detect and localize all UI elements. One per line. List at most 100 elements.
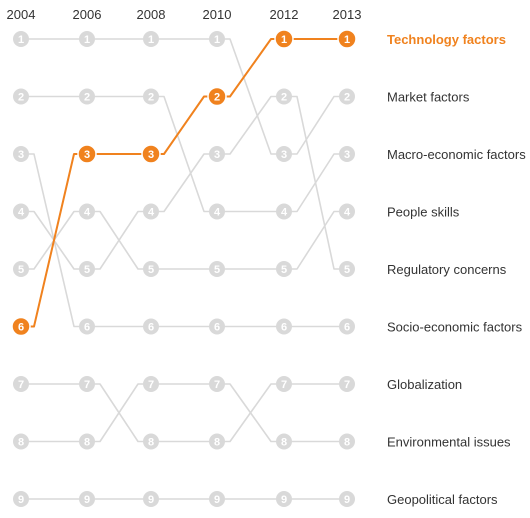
rank-marker-label: 5 — [214, 264, 220, 276]
rank-marker-label: 3 — [281, 149, 287, 161]
rank-marker-market-factors-2010: 1 — [209, 31, 225, 47]
rank-marker-socio-economic-factors-2013: 6 — [339, 318, 355, 335]
rank-marker-technology-factors-2012: 1 — [274, 29, 294, 49]
rank-marker-globalization-2010: 8 — [209, 433, 225, 450]
rank-marker-label: 3 — [18, 149, 24, 161]
rank-marker-circle — [339, 491, 355, 507]
rank-marker-socio-economic-factors-2012: 6 — [276, 318, 292, 335]
rank-marker-regulatory-concerns-2010: 3 — [209, 146, 225, 162]
rank-marker-label: 7 — [214, 379, 220, 391]
rank-marker-label: 1 — [148, 34, 154, 46]
year-label-2010: 2010 — [203, 7, 232, 22]
rank-marker-circle — [79, 31, 95, 47]
rank-marker-label: 2 — [148, 92, 154, 104]
rank-marker-circle — [143, 433, 159, 450]
rank-marker-label: 1 — [84, 34, 90, 46]
rank-marker-circle — [11, 316, 31, 337]
rank-marker-label: 7 — [344, 379, 350, 391]
rank-marker-label: 8 — [344, 437, 350, 449]
rank-marker-label: 8 — [281, 437, 287, 449]
rank-marker-label: 7 — [148, 379, 154, 391]
rank-marker-technology-factors-2006: 3 — [77, 144, 97, 164]
rank-marker-label: 9 — [281, 494, 287, 506]
rank-marker-circle — [339, 433, 355, 450]
rank-marker-environmental-issues-2010: 7 — [209, 376, 225, 392]
rank-marker-label: 2 — [281, 92, 287, 104]
series-line-people-skills — [21, 210, 347, 270]
rank-marker-geopolitical-factors-2012: 9 — [276, 491, 292, 507]
rank-marker-label: 4 — [214, 207, 221, 219]
series-line-socio-economic-factors — [21, 153, 347, 328]
rank-marker-globalization-2006: 7 — [79, 376, 95, 392]
rank-marker-circle — [79, 88, 95, 105]
rank-marker-environmental-issues-2006: 8 — [79, 433, 95, 450]
rank-marker-label: 3 — [214, 149, 220, 161]
rank-marker-circle — [79, 261, 95, 277]
rank-marker-technology-factors-2008: 3 — [141, 144, 161, 164]
rank-marker-label: 6 — [148, 322, 154, 334]
rank-marker-circle — [209, 146, 225, 162]
rank-marker-environmental-issues-2013: 8 — [339, 433, 355, 450]
rank-marker-label: 4 — [84, 207, 91, 219]
rank-marker-market-factors-2012: 3 — [276, 146, 292, 162]
rank-marker-circle — [143, 376, 159, 392]
factor-label-regulatory-concerns: Regulatory concerns — [387, 262, 507, 277]
rank-marker-macro-economic-factors-2008: 2 — [143, 88, 159, 105]
rank-marker-environmental-issues-2008: 7 — [143, 376, 159, 392]
series-line-market-factors — [21, 38, 347, 155]
rank-marker-circle — [209, 203, 225, 220]
rank-marker-label: 4 — [344, 207, 351, 219]
factor-label-geopolitical-factors: Geopolitical factors — [387, 492, 498, 507]
rank-marker-label: 2 — [84, 92, 90, 104]
rank-marker-label: 7 — [18, 379, 24, 391]
rank-marker-circle — [13, 433, 29, 450]
rank-marker-market-factors-2004: 1 — [13, 31, 29, 47]
rank-marker-circle — [13, 376, 29, 392]
rank-marker-circle — [339, 376, 355, 392]
rank-marker-label: 1 — [344, 34, 350, 46]
rank-marker-label: 7 — [281, 379, 287, 391]
rank-marker-regulatory-concerns-2013: 5 — [339, 261, 355, 277]
rank-marker-label: 9 — [18, 494, 24, 506]
rank-marker-circle — [339, 146, 355, 162]
rank-marker-label: 5 — [281, 264, 287, 276]
rank-marker-technology-factors-2010: 2 — [207, 86, 227, 107]
rank-marker-label: 9 — [344, 494, 350, 506]
rank-marker-label: 6 — [18, 322, 24, 334]
rank-marker-circle — [276, 203, 292, 220]
factor-label-environmental-issues: Environmental issues — [387, 435, 511, 450]
rank-marker-regulatory-concerns-2006: 5 — [79, 261, 95, 277]
rank-marker-label: 4 — [148, 207, 155, 219]
rank-marker-circle — [13, 88, 29, 105]
rank-marker-circle — [79, 203, 95, 220]
rank-marker-circle — [13, 261, 29, 277]
rank-marker-label: 8 — [84, 437, 90, 449]
rank-marker-label: 7 — [84, 379, 90, 391]
rank-marker-label: 1 — [214, 34, 220, 46]
rank-marker-circle — [276, 491, 292, 507]
rank-marker-circle — [339, 88, 355, 105]
rank-marker-technology-factors-2013: 1 — [337, 29, 357, 49]
rank-marker-label: 4 — [18, 207, 25, 219]
rank-marker-regulatory-concerns-2008: 4 — [143, 203, 159, 220]
rank-marker-label: 2 — [18, 92, 24, 104]
rank-marker-label: 2 — [344, 92, 350, 104]
rank-marker-people-skills-2006: 4 — [79, 203, 95, 220]
rank-marker-technology-factors-2004: 6 — [11, 316, 31, 337]
rank-marker-label: 9 — [214, 494, 220, 506]
rank-marker-circle — [276, 318, 292, 335]
rank-marker-circle — [79, 491, 95, 507]
rank-marker-label: 5 — [148, 264, 154, 276]
rank-marker-geopolitical-factors-2013: 9 — [339, 491, 355, 507]
factor-label-globalization: Globalization — [387, 377, 462, 392]
rank-marker-circle — [13, 203, 29, 220]
rank-marker-label: 8 — [148, 437, 154, 449]
rank-markers: 1 1 1 1 3 2 2 2 2 4 4 3 5 4 5 5 5 4 4 5 4 3 2 5 3 6 6 6 6 6 7 7 8 8 7 7 8 8 7 7… — [11, 29, 357, 507]
rank-marker-circle — [339, 318, 355, 335]
year-label-2004: 2004 — [7, 7, 36, 22]
series-line-globalization — [21, 383, 347, 443]
rank-marker-circle — [209, 31, 225, 47]
rank-marker-people-skills-2010: 5 — [209, 261, 225, 277]
rank-marker-label: 5 — [18, 264, 24, 276]
series-line-regulatory-concerns — [21, 95, 347, 270]
